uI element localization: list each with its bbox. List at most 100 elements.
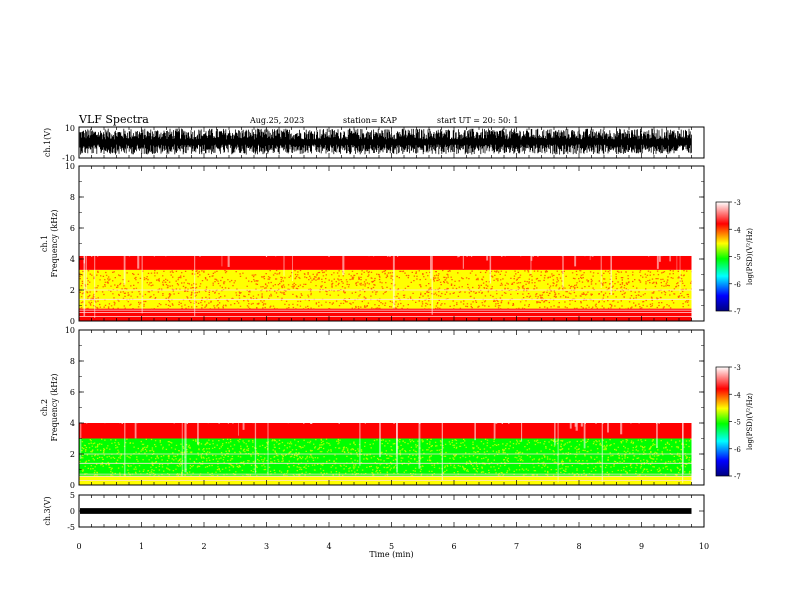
ch1-spectrogram-ytick-label: 0 [70, 317, 75, 326]
time-tick-label: 9 [639, 542, 644, 551]
ch1-spectrogram-impulse-streak [141, 166, 143, 314]
time-tick-label: 5 [389, 542, 394, 551]
ch2-spectrogram-nodata-area [691, 330, 704, 485]
ch1-spectrogram-impulse-streak [589, 166, 591, 261]
time-tick-label: 2 [201, 542, 206, 551]
figure-title: VLF Spectra [78, 113, 149, 126]
ch2-spectrogram-colorbar-tick-label: -6 [734, 446, 741, 454]
ch2-spectrogram-ytick-label: 0 [70, 481, 75, 490]
ch1-spectrogram-impulse-streak [669, 166, 671, 262]
ch2-spectrogram-impulse-streak [267, 330, 269, 476]
ch2-spectrogram-impulse-streak [575, 330, 578, 431]
ch2-spectrogram-impulse-streak [242, 330, 245, 430]
ch1-spectrogram-ytick-label: 10 [65, 162, 75, 171]
ch1-spectrogram-impulse-streak [562, 166, 564, 288]
ch1-spectrogram-colorbar-label: log(PSD)(V²/Hz) [746, 228, 754, 285]
ch2-spectrogram-impulse-streak [197, 330, 199, 445]
ch1-ytick-label: -10 [62, 154, 75, 163]
ch1-spectrogram-ytick-label: 6 [70, 224, 75, 233]
ch1-spectrogram-impulse-streak [436, 166, 438, 256]
time-tick-label: 1 [139, 542, 144, 551]
ch2-spectrogram-impulse-streak [554, 330, 556, 446]
ch1-spectrogram-impulse-streak [462, 166, 464, 269]
ch2-spectrogram-impulse-streak [80, 330, 82, 459]
ch1-spectrogram-impulse-streak [600, 166, 602, 288]
ch1-spectrogram-ylabel-channel: ch.1 [40, 235, 49, 252]
ch2-spectrogram-colorbar-scale [715, 366, 730, 477]
ch3-ylabel: ch.3(V) [43, 496, 52, 525]
ch1-spectrogram-impulse-streak [659, 166, 661, 262]
ch2-spectrogram-impulse-streak [682, 330, 684, 475]
ch1-spectrogram-band [79, 308, 692, 321]
time-tick-label: 4 [326, 542, 331, 551]
ch1-spectrogram-impulse-streak [610, 166, 612, 296]
ch1-spectrogram-ytick-label: 2 [70, 286, 75, 295]
ch2-spectrogram-colorbar-tick-label: -5 [734, 419, 741, 427]
time-tick-label: 7 [514, 542, 519, 551]
ch2-spectrogram-impulse-streak [379, 330, 381, 458]
ch1-spectrogram-colorbar-scale [715, 201, 730, 312]
ch1-ytick-label: 10 [65, 124, 75, 133]
ch2-spectrogram-impulse-streak [181, 330, 183, 477]
ch2-spectrogram-impulse-streak [182, 330, 185, 416]
ch2-spectrogram-impulse-streak [607, 330, 609, 433]
ch1-colorbar: -3 -4 -5 -6 -7 log(PSD)(V²/Hz) [715, 199, 754, 316]
time-tick-label: 3 [264, 542, 269, 551]
ch2-spectrogram-impulse-streak [90, 330, 92, 416]
ch2-spectrogram-impulse-streak [557, 330, 559, 483]
ch1-spectrogram-impulse-streak [402, 166, 404, 246]
ch1-spectrogram-impulse-streak [486, 166, 489, 261]
ch1-waveform-trace [79, 128, 692, 155]
ch2-spectrogram-ylabel: Frequency (kHz) [50, 373, 59, 441]
ch1-waveform-panel: 10 -10 ch.1(V) [43, 124, 705, 163]
ch2-spectrogram-band [79, 423, 692, 439]
start-time-label: start UT = 20: 50: 1 [437, 116, 518, 125]
ch2-spectrogram-impulse-streak [96, 330, 98, 412]
ch1-spectrogram-impulse-streak [676, 166, 678, 270]
ch1-spectrogram-ytick-label: 4 [70, 255, 75, 264]
ch1-spectrogram-panel: 0 2 4 6 8 10 ch.1 Frequency (kHz) [40, 162, 705, 326]
date-label: Aug.25, 2023 [249, 116, 304, 125]
ch1-spectrogram-impulse-streak [392, 166, 395, 309]
ch1-spectrogram-impulse-streak [342, 166, 345, 276]
time-tick-label: 10 [699, 542, 709, 551]
ch2-spectrogram-impulse-streak [418, 330, 421, 469]
ch2-spectrogram-impulse-streak [238, 330, 239, 436]
ch1-spectrogram-colorbar-tick-label: -5 [734, 254, 741, 262]
ch2-spectrogram-impulse-streak [569, 330, 572, 429]
ch2-spectrogram-impulse-streak [441, 330, 443, 481]
ch2-spectrogram-colorbar-tick-label: -7 [734, 473, 741, 481]
ch1-spectrogram-colorbar-tick-label: -7 [734, 308, 741, 316]
ch1-spectrogram-nodata-area [691, 166, 704, 321]
ch2-spectrogram-impulse-streak [493, 330, 496, 439]
time-tick-label: 8 [576, 542, 581, 551]
ch2-spectrogram-impulse-streak [124, 330, 126, 476]
ch1-spectrogram-impulse-streak [250, 166, 253, 254]
ch2-spectrogram-ytick-label: 2 [70, 450, 75, 459]
time-axis: 0 1 2 3 4 5 6 7 8 9 10 Time (min) [76, 542, 709, 559]
ch1-spectrogram-impulse-streak [530, 166, 533, 261]
ch2-spectrogram-impulse-streak [656, 330, 658, 448]
ch3-ytick-label: -5 [67, 523, 75, 532]
ch1-spectrogram-impulse-streak [431, 166, 433, 315]
ch1-spectrogram-impulse-streak [221, 166, 223, 267]
ch3-waveform-panel: 5 0 -5 ch.3(V) [43, 491, 705, 532]
ch1-spectrogram-band [79, 255, 692, 270]
ch1-spectrogram-impulse-streak [489, 166, 492, 284]
ch2-spectrogram-impulse-streak [521, 330, 523, 442]
time-axis-label: Time (min) [369, 550, 413, 559]
ch1-spectrogram-impulse-streak [292, 166, 293, 282]
station-label: station= KAP [343, 116, 398, 125]
ch2-spectrogram-noise-speckle [79, 330, 693, 424]
ch1-spectrogram-impulse-streak [85, 166, 87, 290]
ch1-spectrogram-colorbar-tick-label: -3 [734, 199, 741, 207]
ch1-spectrogram-impulse-streak [679, 166, 681, 294]
ch2-spectrogram-impulse-streak [474, 330, 476, 441]
time-tick-label: 0 [76, 542, 81, 551]
ch2-spectrogram-mid-speckle [79, 438, 693, 477]
ch2-spectrogram-ytick-label: 10 [65, 326, 75, 335]
ch1-spectrogram-impulse-streak [574, 166, 577, 267]
ch2-spectrogram-impulse-streak [184, 330, 187, 473]
ch2-spectrogram-impulse-streak [134, 330, 137, 439]
ch1-spectrogram-impulse-streak [179, 166, 182, 252]
